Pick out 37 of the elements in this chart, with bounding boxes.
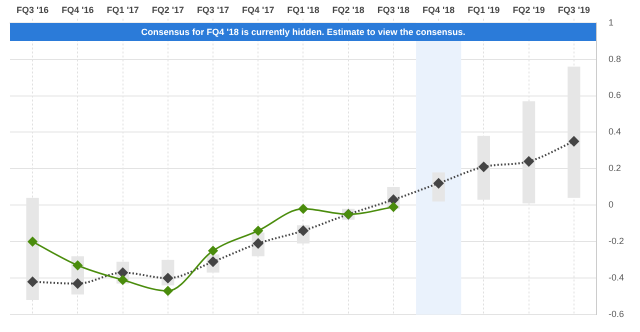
point xyxy=(28,236,38,246)
y-tick-label: -0.2 xyxy=(608,236,624,246)
x-tick-label: FQ3 '19 xyxy=(558,4,590,15)
x-tick-label: FQ1 '18 xyxy=(287,4,320,15)
point xyxy=(298,204,308,214)
y-tick-label: 0.2 xyxy=(608,163,622,174)
point xyxy=(208,246,218,256)
x-tick-label: FQ2 '19 xyxy=(512,4,545,15)
point xyxy=(253,226,263,236)
y-tick-label: 0.4 xyxy=(608,126,622,137)
x-tick-label: FQ2 '18 xyxy=(332,4,364,15)
point xyxy=(118,275,128,285)
y-tick-label: -0.4 xyxy=(608,272,624,283)
x-tick-label: FQ4 '18 xyxy=(422,4,455,15)
point xyxy=(163,286,173,296)
x-tick-label: FQ3 '16 xyxy=(16,4,49,15)
notice-banner: Consensus for FQ4 '18 is currently hidden. Estimate to view the consensus. xyxy=(10,22,596,41)
y-tick-label: 0.6 xyxy=(608,90,622,100)
point xyxy=(478,162,489,172)
x-tick-label: FQ3 '17 xyxy=(196,4,230,15)
point xyxy=(524,156,534,166)
point xyxy=(28,276,38,287)
y-tick-label: 0 xyxy=(608,200,614,210)
point xyxy=(568,136,579,146)
x-tick-label: FQ4 '17 xyxy=(242,4,274,15)
y-tick-label: 1 xyxy=(608,17,614,28)
x-tick-label: FQ3 '18 xyxy=(377,4,410,15)
point xyxy=(72,278,83,289)
x-tick-label: FQ2 '17 xyxy=(152,4,184,15)
y-tick-label: 0.8 xyxy=(608,54,622,64)
point xyxy=(388,202,398,212)
x-tick-label: FQ4 '16 xyxy=(62,4,94,15)
y-tick-label: -0.6 xyxy=(608,309,624,320)
point xyxy=(72,260,82,270)
x-tick-label: FQ1 '19 xyxy=(468,4,500,15)
x-tick-label: FQ1 '17 xyxy=(106,4,139,15)
point xyxy=(162,273,173,284)
